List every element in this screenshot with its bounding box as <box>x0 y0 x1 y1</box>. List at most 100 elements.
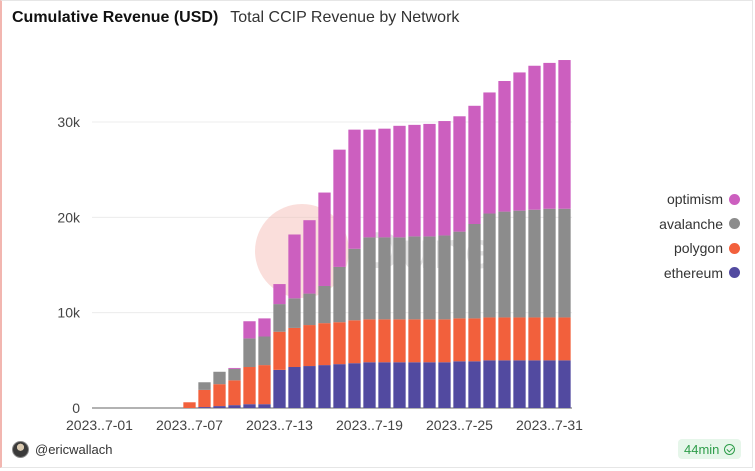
bar-segment-avalanche <box>558 208 571 318</box>
y-tick-label: 0 <box>72 400 80 416</box>
bar-segment-ethereum <box>438 362 451 408</box>
bar-segment-avalanche <box>198 382 211 390</box>
bar-segment-avalanche <box>498 211 511 318</box>
chart-header: Cumulative Revenue (USD) Total CCIP Reve… <box>12 9 459 33</box>
bar-segment-polygon <box>198 389 211 408</box>
bar-segment-ethereum <box>543 360 556 408</box>
chart-subtitle: Total CCIP Revenue by Network <box>230 9 460 26</box>
bar-segment-optimism <box>273 284 286 305</box>
bar-segment-optimism <box>393 125 406 238</box>
bar-segment-polygon <box>363 319 376 363</box>
bar-segment-optimism <box>498 81 511 212</box>
bar-segment-optimism <box>468 105 481 224</box>
bar-segment-polygon <box>513 317 526 361</box>
bar-segment-avalanche <box>348 248 361 321</box>
bar-segment-ethereum <box>348 363 361 408</box>
bar-segment-polygon <box>303 325 316 367</box>
bar-segment-optimism <box>558 60 571 209</box>
refresh-age: 44min <box>684 441 720 457</box>
bar-segment-polygon <box>438 319 451 363</box>
legend-label: polygon <box>673 240 723 257</box>
bar-segment-ethereum <box>453 361 466 408</box>
legend-label: ethereum <box>663 264 723 281</box>
bar-segment-optimism <box>423 123 436 237</box>
bar-segment-ethereum <box>228 405 241 408</box>
legend-item-optimism[interactable]: optimism <box>630 187 740 212</box>
bar-segment-ethereum <box>378 362 391 408</box>
bar-segment-avalanche <box>258 336 271 366</box>
legend-item-ethereum[interactable]: ethereum <box>630 261 740 286</box>
bar-segment-avalanche <box>333 266 346 323</box>
check-circle-icon <box>724 443 736 455</box>
legend-label: avalanche <box>659 215 723 232</box>
bar-segment-avalanche <box>528 209 541 318</box>
bar-segment-optimism <box>513 72 526 211</box>
bar-segment-ethereum <box>468 361 481 408</box>
bar-segment-optimism <box>258 318 271 337</box>
bar-segment-polygon <box>453 318 466 362</box>
bar-segment-polygon <box>348 320 361 364</box>
bar-segment-avalanche <box>393 237 406 320</box>
bar-segment-optimism <box>288 234 301 299</box>
bar-segment-avalanche <box>483 213 496 318</box>
bar-segment-avalanche <box>273 304 286 332</box>
bar-segment-optimism <box>528 65 541 210</box>
bar-segment-optimism <box>453 116 466 232</box>
bar-segment-ethereum <box>393 362 406 408</box>
bar-segment-ethereum <box>408 362 421 408</box>
refresh-status-badge[interactable]: 44min <box>678 439 742 459</box>
avatar <box>12 441 29 458</box>
bar-segment-ethereum <box>558 360 571 408</box>
bar-segment-polygon <box>543 317 556 361</box>
legend-color-dot <box>729 267 740 279</box>
bar-segment-avalanche <box>408 236 421 320</box>
y-tick-label: 30k <box>57 114 81 130</box>
bar-segment-ethereum <box>243 404 256 408</box>
bar-segment-polygon <box>468 318 481 362</box>
bar-segment-polygon <box>393 319 406 363</box>
bar-segment-ethereum <box>198 407 211 408</box>
bar-segment-optimism <box>363 129 376 238</box>
chart-legend: optimism avalanche polygon ethereum <box>630 187 740 285</box>
legend-item-polygon[interactable]: polygon <box>630 236 740 261</box>
x-axis: 2023..7-01 2023..7-07 2023..7-13 2023..7-19… <box>66 417 583 433</box>
x-tick-label: 2023..7-07 <box>156 417 223 433</box>
bars-layer <box>183 60 571 408</box>
x-tick-label: 2023..7-25 <box>426 417 493 433</box>
bar-segment-avalanche <box>543 208 556 318</box>
chart-title: Cumulative Revenue (USD) <box>12 9 219 26</box>
bar-segment-optimism <box>543 62 556 209</box>
bar-segment-ethereum <box>363 362 376 408</box>
y-tick-label: 20k <box>57 209 81 225</box>
bar-segment-optimism <box>303 220 316 294</box>
bar-segment-polygon <box>228 380 241 406</box>
bar-segment-optimism <box>318 192 331 286</box>
bar-segment-polygon <box>183 402 196 408</box>
bar-segment-polygon <box>408 319 421 363</box>
bar-segment-optimism <box>408 124 421 237</box>
x-tick-label: 2023..7-01 <box>66 417 133 433</box>
bar-segment-ethereum <box>273 369 286 408</box>
bar-segment-avalanche <box>378 237 391 320</box>
y-axis: 0 10k 20k 30k <box>57 114 81 416</box>
bar-segment-polygon <box>423 319 436 363</box>
x-tick-label: 2023..7-19 <box>336 417 403 433</box>
x-tick-label: 2023..7-13 <box>246 417 313 433</box>
bar-segment-polygon <box>243 367 256 405</box>
bar-segment-ethereum <box>498 360 511 408</box>
author[interactable]: @ericwallach <box>12 441 113 458</box>
bar-segment-optimism <box>483 92 496 214</box>
author-username: @ericwallach <box>35 442 113 457</box>
bar-segment-ethereum <box>528 360 541 408</box>
bar-segment-polygon <box>258 365 271 405</box>
legend-item-avalanche[interactable]: avalanche <box>630 212 740 237</box>
bar-segment-polygon <box>213 384 226 407</box>
bar-segment-ethereum <box>213 406 226 408</box>
bar-segment-avalanche <box>243 338 256 368</box>
bar-segment-polygon <box>558 317 571 361</box>
bar-segment-ethereum <box>333 364 346 408</box>
bar-segment-polygon <box>318 323 331 366</box>
bar-segment-ethereum <box>288 367 301 408</box>
